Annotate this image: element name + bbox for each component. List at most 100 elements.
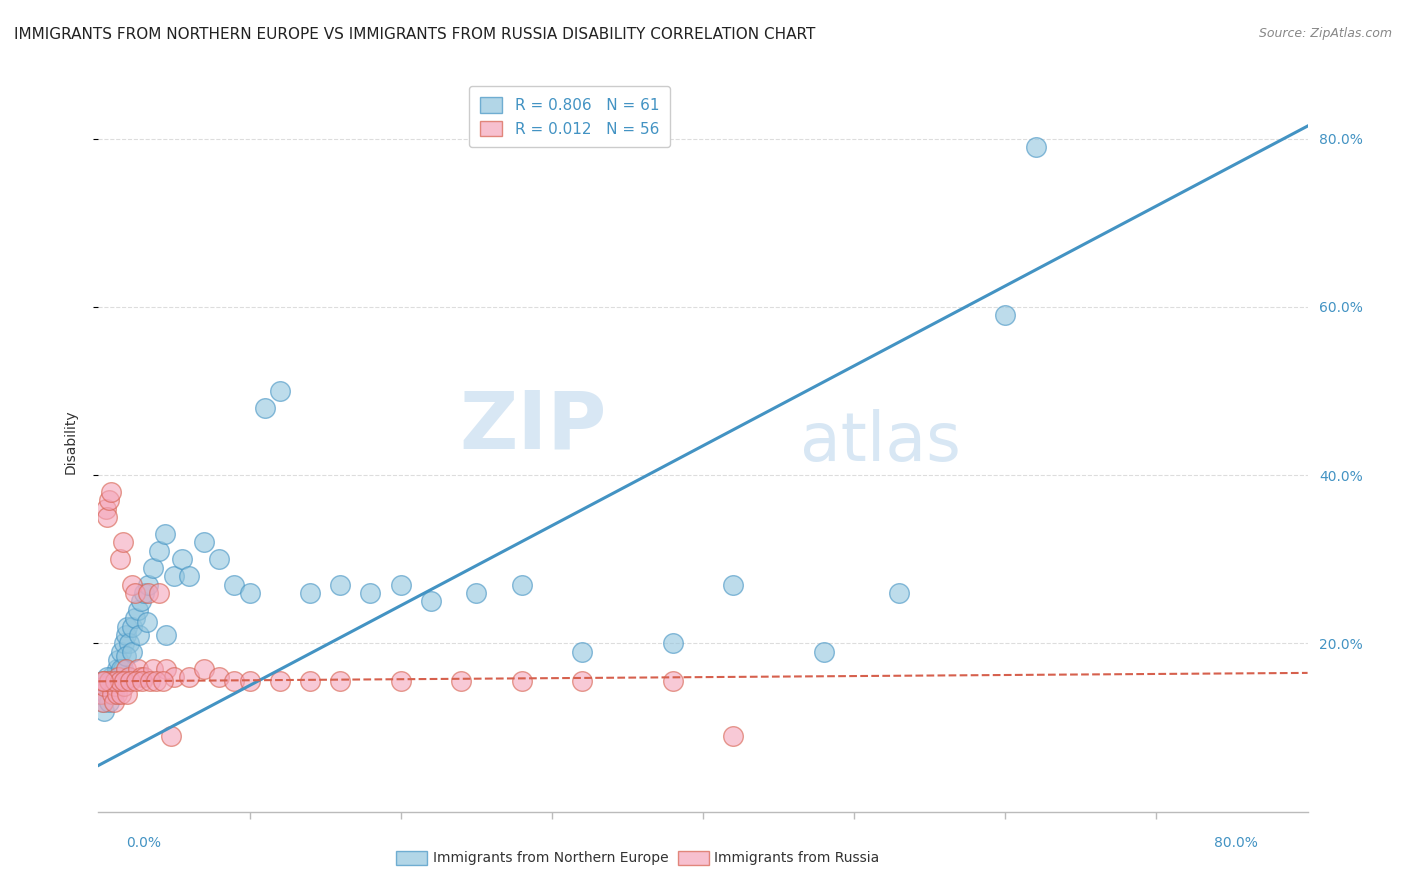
Point (299, 674, 322, 689)
Point (163, 569, 186, 583)
Point (142, 662, 165, 676)
Point (103, 695, 125, 709)
Point (148, 544, 170, 558)
Point (107, 653, 129, 667)
Point (129, 670, 152, 684)
Point (329, 577, 352, 591)
Point (253, 401, 276, 415)
Point (96, 510, 118, 524)
Y-axis label: Disability: Disability (63, 409, 77, 474)
Text: Immigrants from Russia: Immigrants from Russia (714, 851, 880, 865)
Point (239, 674, 262, 689)
Point (94, 687, 117, 701)
Point (120, 674, 142, 689)
Point (100, 485, 122, 500)
Point (128, 628, 150, 642)
Point (208, 670, 231, 684)
Point (179, 569, 201, 583)
Point (98, 695, 121, 709)
Point (114, 649, 136, 664)
Point (571, 674, 593, 689)
Point (121, 619, 143, 633)
Point (114, 662, 136, 676)
Point (329, 674, 352, 689)
Point (115, 687, 138, 701)
Text: ZIP: ZIP (458, 388, 606, 466)
Point (193, 535, 215, 549)
Point (450, 674, 472, 689)
Point (105, 687, 128, 701)
Point (111, 535, 134, 549)
Point (170, 552, 193, 566)
Point (111, 662, 134, 676)
Point (105, 674, 128, 689)
Point (208, 552, 231, 566)
Point (108, 670, 131, 684)
Point (148, 586, 170, 600)
Point (153, 527, 176, 541)
Point (269, 384, 291, 398)
Point (98, 674, 121, 689)
Point (115, 619, 138, 633)
Point (132, 586, 155, 600)
Point (163, 670, 186, 684)
Point (127, 662, 149, 676)
Point (139, 674, 162, 689)
Point (93, 679, 115, 693)
Point (135, 615, 157, 630)
Point (104, 679, 127, 693)
Point (160, 729, 183, 743)
Point (93, 704, 115, 718)
Point (91, 674, 114, 689)
Point (110, 645, 132, 659)
Point (510, 674, 533, 689)
Point (101, 674, 124, 689)
Point (118, 670, 141, 684)
Point (132, 670, 155, 684)
Text: atlas: atlas (800, 409, 960, 475)
Point (118, 636, 141, 650)
Point (110, 687, 132, 701)
Point (994, 309, 1017, 323)
Point (239, 586, 262, 600)
Point (121, 645, 143, 659)
Point (142, 560, 165, 574)
Text: Immigrants from Northern Europe: Immigrants from Northern Europe (433, 851, 669, 865)
Point (105, 662, 128, 676)
Text: IMMIGRANTS FROM NORTHERN EUROPE VS IMMIGRANTS FROM RUSSIA DISABILITY CORRELATION: IMMIGRANTS FROM NORTHERN EUROPE VS IMMIG… (14, 27, 815, 42)
Point (104, 674, 127, 689)
Legend: R = 0.806   N = 61, R = 0.012   N = 56: R = 0.806 N = 61, R = 0.012 N = 56 (468, 87, 669, 147)
Point (96, 679, 118, 693)
Point (389, 674, 412, 689)
Point (91, 695, 114, 709)
Point (91, 674, 114, 689)
Point (661, 636, 683, 650)
Point (420, 594, 443, 608)
Point (124, 611, 146, 625)
Point (152, 674, 174, 689)
Point (127, 603, 149, 617)
Point (91, 695, 114, 709)
Point (108, 552, 131, 566)
Point (101, 687, 124, 701)
Point (103, 687, 125, 701)
Point (155, 662, 177, 676)
Point (104, 670, 127, 684)
Point (100, 670, 122, 684)
Point (125, 674, 148, 689)
Point (889, 586, 911, 600)
Point (179, 670, 201, 684)
Point (101, 679, 124, 693)
Point (110, 662, 132, 676)
Point (93, 674, 115, 689)
Point (131, 674, 153, 689)
Text: Source: ZipAtlas.com: Source: ZipAtlas.com (1258, 27, 1392, 40)
Point (129, 594, 152, 608)
Point (571, 645, 593, 659)
Point (98, 493, 121, 508)
Point (90, 687, 112, 701)
Point (389, 577, 412, 591)
Text: 80.0%: 80.0% (1215, 836, 1258, 850)
Point (112, 674, 135, 689)
Point (124, 586, 146, 600)
